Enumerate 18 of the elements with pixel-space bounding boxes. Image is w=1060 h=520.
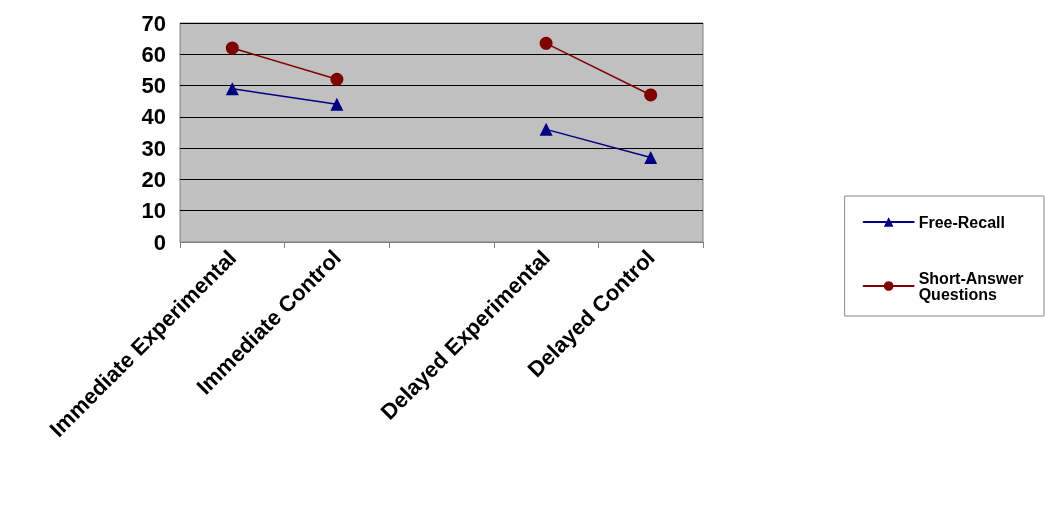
point: [225, 82, 239, 96]
point: [539, 36, 553, 50]
legend-label: Free-Recall: [918, 213, 1005, 231]
point: [225, 41, 239, 55]
y-tick-label: 40: [141, 104, 166, 130]
y-tick-label: 20: [141, 166, 166, 192]
point: [330, 97, 344, 111]
point: [644, 88, 658, 102]
legend-label: Short-Answer Questions: [918, 269, 1028, 303]
point: [330, 72, 344, 86]
y-tick-label: 0: [153, 229, 166, 255]
y-tick-label: 70: [141, 10, 166, 36]
y-tick-label: 30: [141, 135, 166, 161]
point: [644, 151, 658, 165]
y-tick-label: 50: [141, 73, 166, 99]
point: [539, 122, 553, 136]
y-tick-label: 10: [141, 198, 166, 224]
y-tick-label: 60: [141, 41, 166, 67]
